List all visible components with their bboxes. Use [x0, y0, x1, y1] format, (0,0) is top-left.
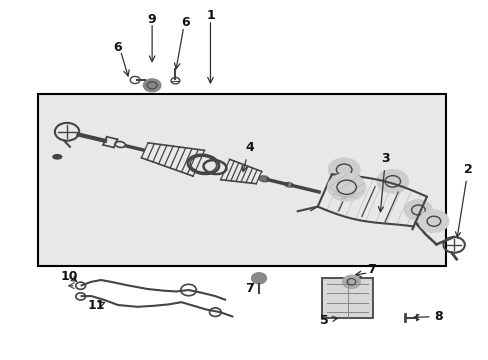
Text: 10: 10	[61, 270, 78, 283]
Circle shape	[342, 275, 360, 288]
Text: 2: 2	[455, 163, 471, 237]
Text: 1: 1	[205, 9, 214, 22]
Circle shape	[376, 170, 407, 193]
Text: 6: 6	[181, 16, 189, 29]
Text: 8: 8	[413, 310, 443, 323]
Bar	[322, 278, 372, 318]
Ellipse shape	[284, 182, 293, 187]
Text: 5: 5	[320, 314, 337, 327]
Circle shape	[327, 174, 365, 201]
Text: 3: 3	[378, 152, 389, 212]
Text: 6: 6	[113, 41, 121, 54]
Text: 9: 9	[147, 13, 156, 26]
Text: 11: 11	[87, 298, 105, 311]
Text: 4: 4	[242, 141, 253, 171]
Circle shape	[404, 200, 431, 220]
Bar	[38, 94, 446, 266]
Circle shape	[328, 158, 359, 181]
Circle shape	[143, 79, 161, 92]
Circle shape	[251, 273, 266, 284]
Text: 7: 7	[367, 263, 375, 276]
Ellipse shape	[53, 155, 61, 159]
Circle shape	[419, 211, 447, 232]
Text: 7: 7	[244, 283, 253, 296]
Ellipse shape	[258, 176, 269, 182]
